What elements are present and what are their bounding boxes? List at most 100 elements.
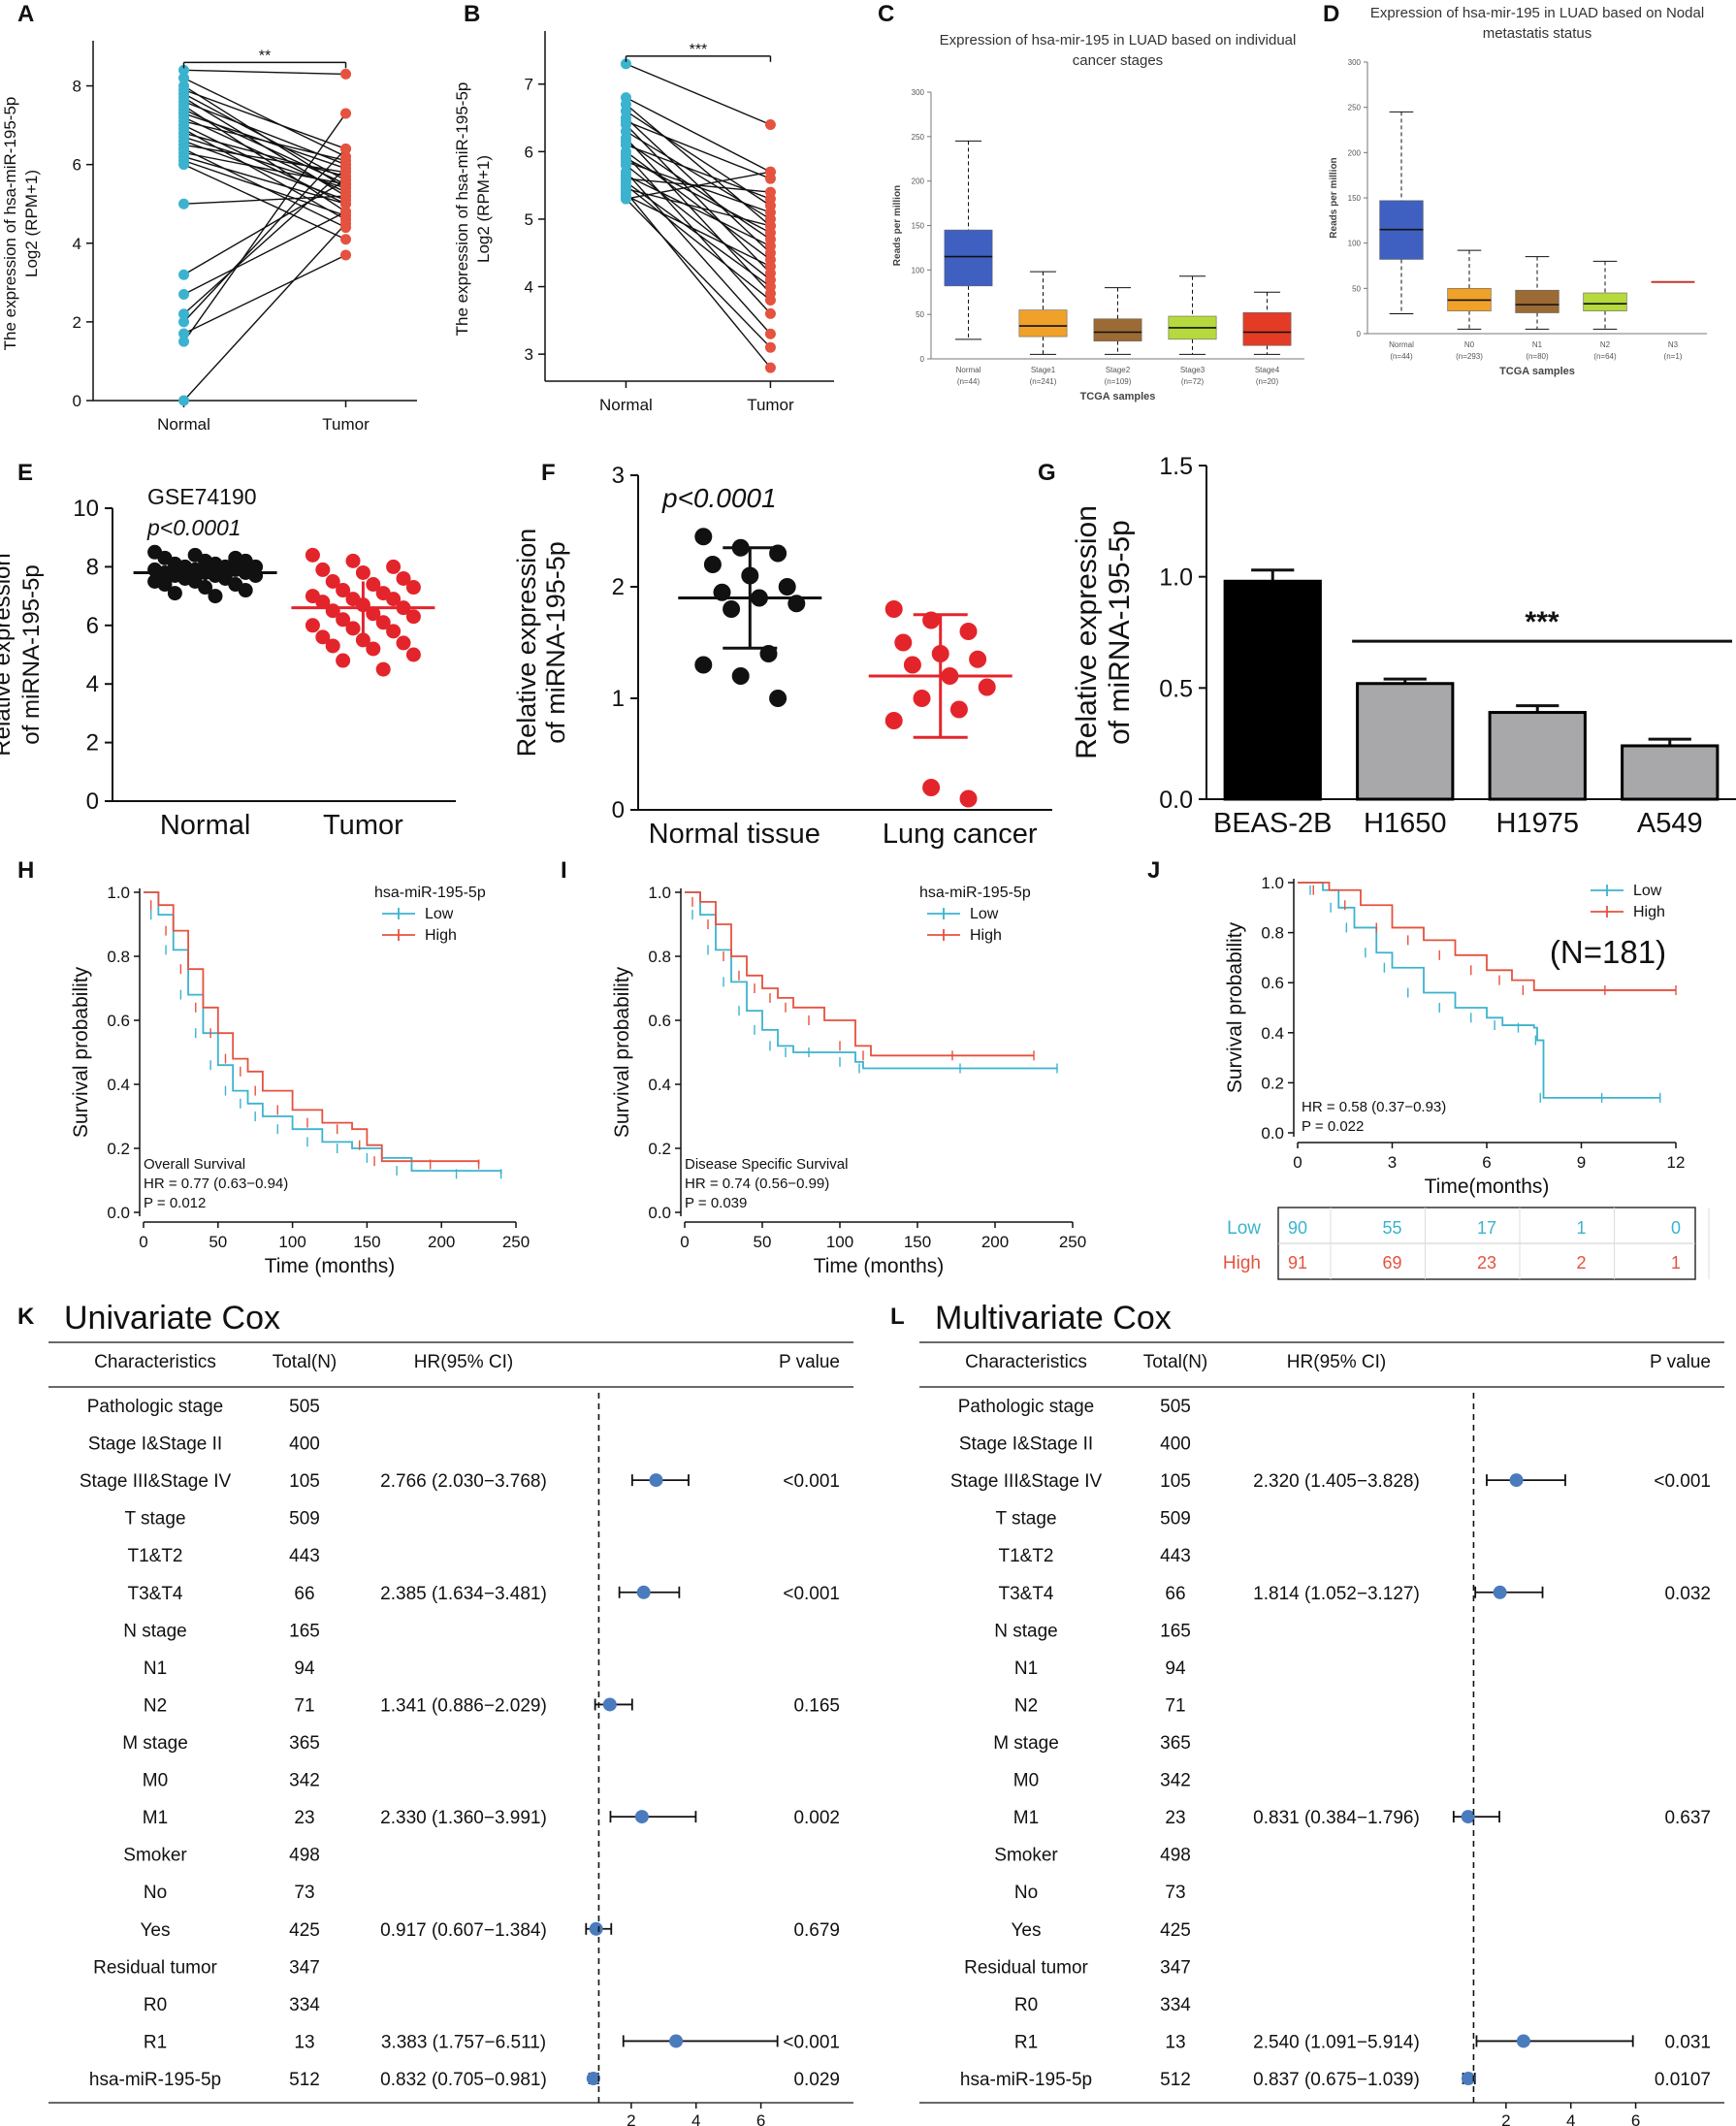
data-point-tumor xyxy=(764,328,776,339)
row-label: M stage xyxy=(993,1733,1059,1754)
row-hr: 2.385 (1.634−3.481) xyxy=(380,1584,547,1604)
y-tick-label: 6 xyxy=(73,156,81,175)
legend-label-low: Low xyxy=(970,906,999,922)
x-tick-label: 4 xyxy=(691,2111,700,2126)
row-total: 105 xyxy=(1160,1471,1191,1492)
x-tick-label: Stage2 xyxy=(1106,366,1131,374)
hr-point xyxy=(636,1585,651,1599)
x-tick-label: Normal xyxy=(157,415,210,434)
x-tick-label: 100 xyxy=(278,1233,305,1251)
row-total: 165 xyxy=(1160,1621,1191,1641)
row-total: 365 xyxy=(289,1733,320,1754)
y-tick-label: 0.6 xyxy=(648,1012,671,1030)
y-axis-label: Reads per million xyxy=(1329,157,1339,238)
row-total: 66 xyxy=(1165,1584,1185,1604)
data-point-tumor xyxy=(340,163,352,175)
row-label: N2 xyxy=(144,1695,167,1716)
data-point-tumor xyxy=(340,249,352,261)
x-tick-label: 150 xyxy=(353,1233,380,1251)
x-tick-label: 6 xyxy=(1482,1153,1491,1172)
x-tick-label: 100 xyxy=(826,1233,853,1251)
y-axis-label: The expression of hsa-miR-195-5p xyxy=(453,82,471,337)
risk-count-low: 55 xyxy=(1382,1218,1401,1238)
pair-line xyxy=(183,254,346,335)
pair-line xyxy=(183,69,346,76)
row-total: 342 xyxy=(289,1771,320,1791)
row-total: 66 xyxy=(294,1584,314,1604)
x-tick-n: (n=20) xyxy=(1256,377,1279,386)
row-label: M1 xyxy=(143,1808,168,1828)
row-total: 509 xyxy=(289,1509,320,1530)
sample-size-label: (N=181) xyxy=(1550,934,1666,970)
pair-line xyxy=(625,137,771,294)
legend-title: hsa-miR-195-5p xyxy=(374,885,486,901)
row-total: 505 xyxy=(1160,1397,1191,1417)
y-axis-label: Reads per million xyxy=(892,185,903,266)
row-total: 498 xyxy=(289,1846,320,1866)
data-point-normal xyxy=(178,336,190,347)
risk-count-low: 17 xyxy=(1477,1218,1496,1238)
data-point-tumor xyxy=(894,633,913,652)
survival-curve-high xyxy=(1298,882,1676,991)
y-axis-label: Survival probability xyxy=(70,966,92,1138)
panel-label-G: G xyxy=(1038,460,1056,486)
chart-title: Expression of hsa-mir-195 in LUAD based … xyxy=(940,32,1297,48)
annotation-text: P = 0.022 xyxy=(1302,1118,1364,1135)
data-point-normal xyxy=(167,586,182,601)
row-label: No xyxy=(144,1883,167,1903)
pair-line xyxy=(183,147,347,323)
x-tick-label: 4 xyxy=(1566,2111,1575,2126)
data-point-normal xyxy=(723,600,741,618)
data-point-tumor xyxy=(340,206,352,217)
data-point-normal xyxy=(178,269,190,280)
row-total: 512 xyxy=(289,2070,320,2090)
y-tick-label: 50 xyxy=(1352,284,1361,293)
forest-title: Univariate Cox xyxy=(64,1300,280,1337)
row-label: No xyxy=(1014,1883,1038,1903)
data-point-normal xyxy=(208,589,223,604)
y-tick-label: 1.0 xyxy=(107,884,130,902)
y-tick-label: 3 xyxy=(612,463,625,489)
row-label: T3&T4 xyxy=(127,1584,182,1604)
data-point-normal xyxy=(178,72,190,83)
y-tick-label: 0.6 xyxy=(107,1012,130,1030)
y-tick-label: 0 xyxy=(1357,330,1362,338)
row-total: 347 xyxy=(289,1957,320,1978)
hr-point xyxy=(589,1921,603,1936)
y-tick-label: 0.0 xyxy=(648,1204,671,1222)
x-tick-label: 200 xyxy=(981,1233,1009,1251)
chart-title: metastatis status xyxy=(1483,25,1592,42)
y-tick-label: 150 xyxy=(912,222,925,231)
data-point-tumor xyxy=(315,562,331,577)
row-label: M0 xyxy=(1013,1771,1039,1791)
pair-line xyxy=(183,88,346,150)
significance-stars: *** xyxy=(690,42,708,58)
x-tick-label: Normal xyxy=(1389,340,1414,349)
data-point-tumor xyxy=(405,609,421,625)
y-tick-label: 250 xyxy=(912,133,925,142)
x-tick-n: (n=44) xyxy=(957,377,981,386)
risk-count-low: 0 xyxy=(1671,1218,1681,1238)
x-tick-label: 200 xyxy=(428,1233,455,1251)
data-point-normal xyxy=(694,528,713,546)
legend-label-high: High xyxy=(425,927,457,944)
legend-label-high: High xyxy=(1633,904,1665,920)
row-label: Yes xyxy=(141,1920,171,1941)
pair-line xyxy=(183,93,346,181)
y-axis-label: Relative expression xyxy=(512,529,541,757)
row-label: T1&T2 xyxy=(998,1546,1053,1566)
y-tick-label: 0.2 xyxy=(1261,1074,1284,1092)
y-tick-label: 200 xyxy=(912,177,925,186)
data-point-tumor xyxy=(386,624,402,639)
row-label: Yes xyxy=(1012,1920,1042,1941)
data-point-tumor xyxy=(922,779,941,796)
data-point-tumor xyxy=(949,700,968,719)
data-point-normal xyxy=(178,289,190,300)
bar xyxy=(1356,682,1455,801)
y-tick-label: 4 xyxy=(86,671,99,697)
x-tick-n: (n=64) xyxy=(1593,352,1617,361)
row-label: R0 xyxy=(144,1995,167,2015)
x-tick-label: 250 xyxy=(502,1233,530,1251)
row-pvalue: <0.001 xyxy=(783,2032,840,2052)
